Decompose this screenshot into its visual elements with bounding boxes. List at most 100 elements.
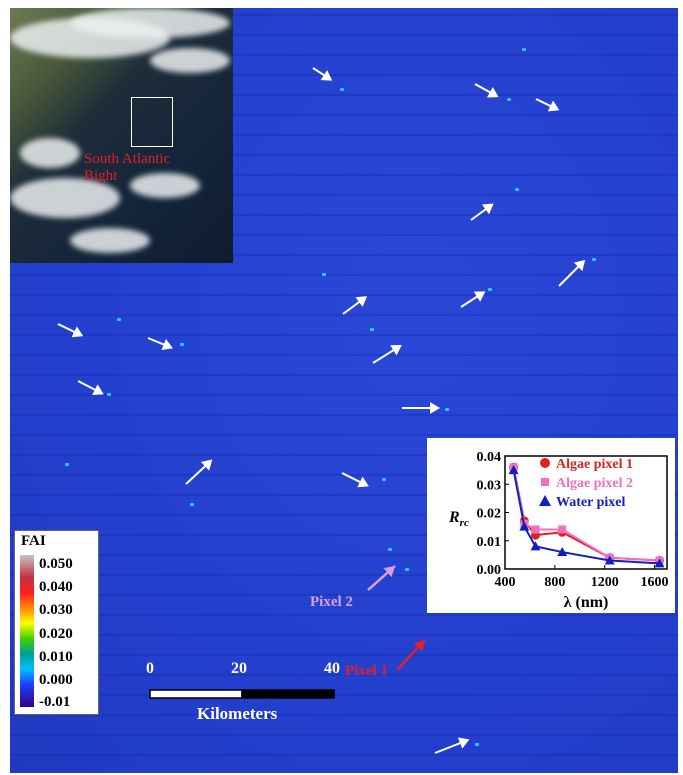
legend-tick: 0.030 <box>39 602 73 618</box>
inset-region-label: South Atlantic Bight <box>84 151 170 185</box>
legend-label: Algae pixel 2 <box>556 476 633 491</box>
map-stripe <box>10 34 678 36</box>
y-tick-label: 0.01 <box>477 535 502 550</box>
map-stripe <box>10 594 678 596</box>
algae-speck <box>488 288 492 291</box>
x-tick-label: 800 <box>544 575 565 590</box>
data-point <box>604 555 615 565</box>
spectra-chart: 0.00 0.01 0.02 0.03 0.04 400 800 1200 1600 Rrc λ (… <box>427 438 675 613</box>
map-stripe <box>10 214 678 216</box>
data-point <box>519 521 530 531</box>
spectra-chart-svg: 0.00 0.01 0.02 0.03 0.04 400 800 1200 1600 Rrc λ (… <box>448 450 669 611</box>
x-tick-label: 400 <box>495 575 516 590</box>
map-stripe <box>10 154 678 156</box>
x-axis-label: λ (nm) <box>564 594 609 611</box>
data-point <box>508 465 519 475</box>
map-stripe <box>10 314 678 316</box>
study-area-box <box>131 97 173 147</box>
x-tick-label: 1600 <box>641 575 669 590</box>
scale-tick-40: 40 <box>324 660 340 677</box>
fai-colorbar-legend: FAI 0.050 0.040 0.030 0.020 0.010 0.000 … <box>14 530 99 715</box>
map-stripe <box>10 394 678 396</box>
y-axis-label: Rrc <box>448 509 469 529</box>
algae-speck <box>507 98 511 101</box>
legend-marker <box>540 458 550 468</box>
y-tick-label: 0.02 <box>477 507 502 522</box>
algae-speck <box>592 258 596 261</box>
legend-tick: 0.000 <box>39 672 73 688</box>
map-stripe <box>10 554 678 556</box>
data-point <box>557 547 568 557</box>
map-stripe <box>10 254 678 256</box>
map-stripe <box>10 54 678 56</box>
data-point <box>531 525 540 534</box>
algae-speck <box>340 88 344 91</box>
legend-label: Algae pixel 1 <box>556 457 633 472</box>
legend-marker <box>539 495 551 506</box>
data-point <box>530 541 541 551</box>
map-stripe <box>10 294 678 296</box>
y-tick-label: 0.00 <box>477 563 502 578</box>
legend-tick: 0.040 <box>39 579 73 595</box>
map-stripe <box>10 614 678 616</box>
algae-speck <box>65 463 69 466</box>
map-stripe <box>10 714 678 716</box>
legend-title: FAI <box>21 533 46 549</box>
satellite-inset: South Atlantic Bight <box>10 8 233 263</box>
map-stripe <box>10 234 678 236</box>
map-stripe <box>10 334 678 336</box>
map-stripe <box>10 354 678 356</box>
map-stripe <box>10 574 678 576</box>
algae-speck <box>515 188 519 191</box>
scale-tick-20: 20 <box>231 660 247 677</box>
pixel2-label: Pixel 2 <box>310 594 353 610</box>
fai-map <box>10 8 678 773</box>
map-stripe <box>10 514 678 516</box>
legend-tick: 0.010 <box>39 649 73 665</box>
map-stripe <box>10 114 678 116</box>
map-stripe <box>10 94 678 96</box>
map-stripe <box>10 634 678 636</box>
map-stripe <box>10 274 678 276</box>
algae-speck <box>405 568 409 571</box>
algae-speck <box>475 743 479 746</box>
algae-speck <box>522 48 526 51</box>
y-tick-label: 0.04 <box>477 450 502 465</box>
inset-label-line1: South Atlantic <box>84 151 171 167</box>
map-stripe <box>10 414 678 416</box>
map-stripe <box>10 174 678 176</box>
algae-speck <box>370 328 374 331</box>
map-stripe <box>10 74 678 76</box>
data-point <box>558 525 567 534</box>
legend-tick: 0.020 <box>39 626 73 642</box>
algae-speck <box>388 548 392 551</box>
algae-speck <box>117 318 121 321</box>
legend-tick: -0.01 <box>39 694 71 710</box>
pixel1-label: Pixel 1 <box>345 663 388 679</box>
algae-speck <box>190 503 194 506</box>
algae-speck <box>445 408 449 411</box>
algae-speck <box>382 478 386 481</box>
algae-speck <box>180 343 184 346</box>
map-stripe <box>10 434 678 436</box>
legend-label: Water pixel <box>556 495 625 510</box>
map-stripe <box>10 754 678 756</box>
data-point <box>654 558 665 568</box>
map-stripe <box>10 194 678 196</box>
y-tick-label: 0.03 <box>477 478 502 493</box>
plot-frame <box>504 455 668 570</box>
colorbar <box>20 555 34 707</box>
legend-tick: 0.050 <box>39 556 73 572</box>
legend-marker <box>541 478 549 486</box>
series-line <box>512 469 660 565</box>
x-tick-label: 1200 <box>591 575 619 590</box>
map-stripe <box>10 134 678 136</box>
map-stripe <box>10 374 678 376</box>
map-stripe <box>10 734 678 736</box>
scale-bar-graphic <box>149 689 335 699</box>
map-stripe <box>10 694 678 696</box>
arrow-marker <box>402 402 440 414</box>
map-stripe <box>10 534 678 536</box>
map-stripe <box>10 654 678 656</box>
map-stripe <box>10 674 678 676</box>
